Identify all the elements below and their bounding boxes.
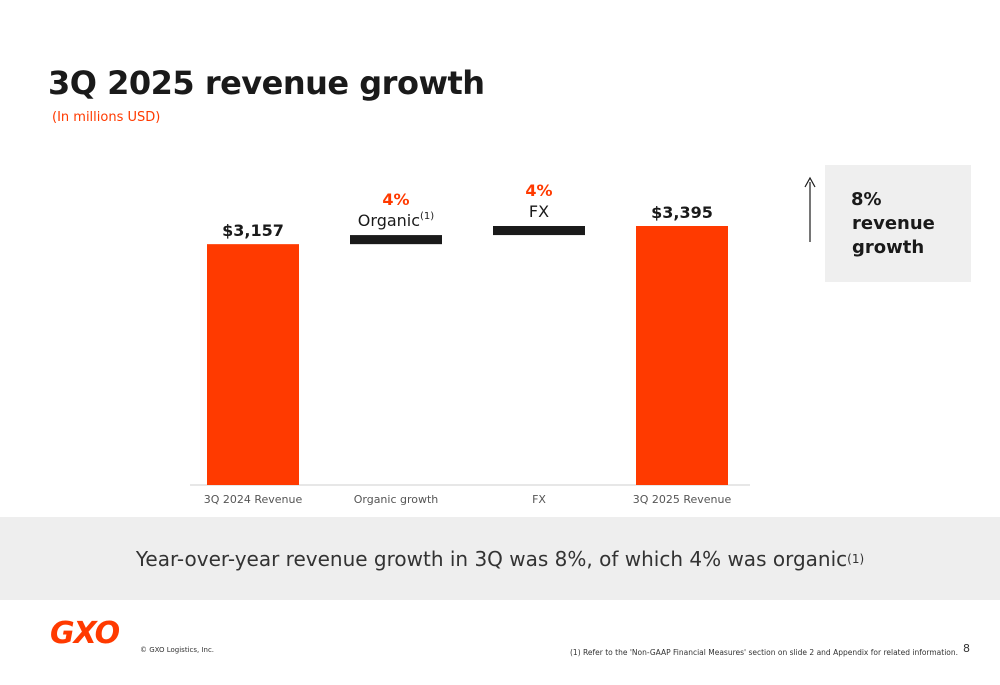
callout: 8% revenue growth — [825, 165, 971, 282]
step-name-text: Organic — [358, 211, 420, 230]
x-tick-label: 3Q 2024 Revenue — [204, 493, 303, 506]
arrow-head — [804, 176, 816, 188]
bar — [207, 244, 299, 485]
step-name: Organic(1) — [358, 211, 434, 230]
bar — [350, 235, 442, 245]
copyright: © GXO Logistics, Inc. — [140, 646, 215, 654]
step-note: (1) — [420, 211, 434, 222]
x-tick-label: 3Q 2025 Revenue — [633, 493, 732, 506]
banner: Year-over-year revenue growth in 3Q was … — [0, 517, 1000, 600]
step-name-text: FX — [529, 202, 549, 221]
step-name: FX — [529, 202, 549, 221]
banner-text: Year-over-year revenue growth in 3Q was … — [135, 546, 848, 571]
page-number: 8 — [963, 642, 970, 655]
callout-text: revenue growth — [852, 213, 935, 258]
banner-note: (1) — [847, 551, 865, 566]
data-label: $3,395 — [651, 203, 713, 222]
subtitle: (In millions USD) — [52, 110, 161, 125]
chart: 3Q 2024 Revenue $3,157 Organic growth 4% Org… — [190, 176, 816, 506]
bar — [493, 226, 585, 236]
callout-value: 8% — [851, 189, 882, 210]
x-tick-label: FX — [532, 493, 546, 506]
step-percent: 4% — [525, 181, 552, 200]
logo: GXO — [50, 616, 120, 651]
bar — [636, 226, 728, 485]
data-label: $3,157 — [222, 221, 284, 240]
x-tick-label: Organic growth — [354, 493, 439, 506]
title: 3Q 2025 revenue growth — [48, 64, 485, 102]
step-percent: 4% — [382, 190, 409, 209]
footnote: (1) Refer to the 'Non-GAAP Financial Mea… — [570, 648, 959, 657]
